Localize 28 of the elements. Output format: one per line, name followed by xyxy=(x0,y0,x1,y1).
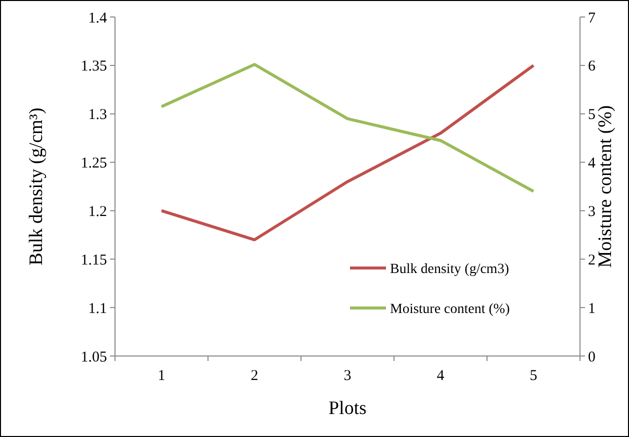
legend-label: Bulk density (g/cm3) xyxy=(390,262,510,277)
y2-tick-label: 5 xyxy=(588,107,596,124)
y-tick-label: 1.05 xyxy=(80,349,107,366)
y-tick-label: 1.4 xyxy=(88,10,108,26)
x-tick-label: 5 xyxy=(530,368,538,384)
legend-label: Moisture content (%) xyxy=(390,302,510,317)
x-tick-label: 3 xyxy=(344,368,352,384)
y-axis-title: Bulk density (g/cm³) xyxy=(26,108,47,266)
y2-tick-label: 1 xyxy=(588,300,596,317)
y2-tick-label: 7 xyxy=(588,10,596,26)
y-tick-label: 1.1 xyxy=(88,300,107,317)
y2-tick-label: 3 xyxy=(588,204,596,220)
y-tick-label: 1.3 xyxy=(88,107,107,124)
y2-tick-label: 4 xyxy=(588,156,596,172)
y2-tick-label: 2 xyxy=(588,252,596,268)
line-series xyxy=(160,64,535,242)
x-axis-title: Plots xyxy=(328,398,367,419)
y2-tick-label: 0 xyxy=(588,349,596,366)
y-tick-label: 1.25 xyxy=(80,156,107,172)
line-series xyxy=(160,62,535,193)
y-tick-label: 1.15 xyxy=(80,252,107,268)
x-tick-label: 4 xyxy=(436,368,445,384)
y-tick-label: 1.2 xyxy=(88,204,107,220)
x-tick-label: 1 xyxy=(158,368,166,384)
y-tick-label: 1.35 xyxy=(80,58,107,75)
x-tick-label: 2 xyxy=(250,368,258,384)
y2-tick-label: 6 xyxy=(588,58,596,75)
y2-axis-title: Moisture content (%) xyxy=(595,105,616,268)
